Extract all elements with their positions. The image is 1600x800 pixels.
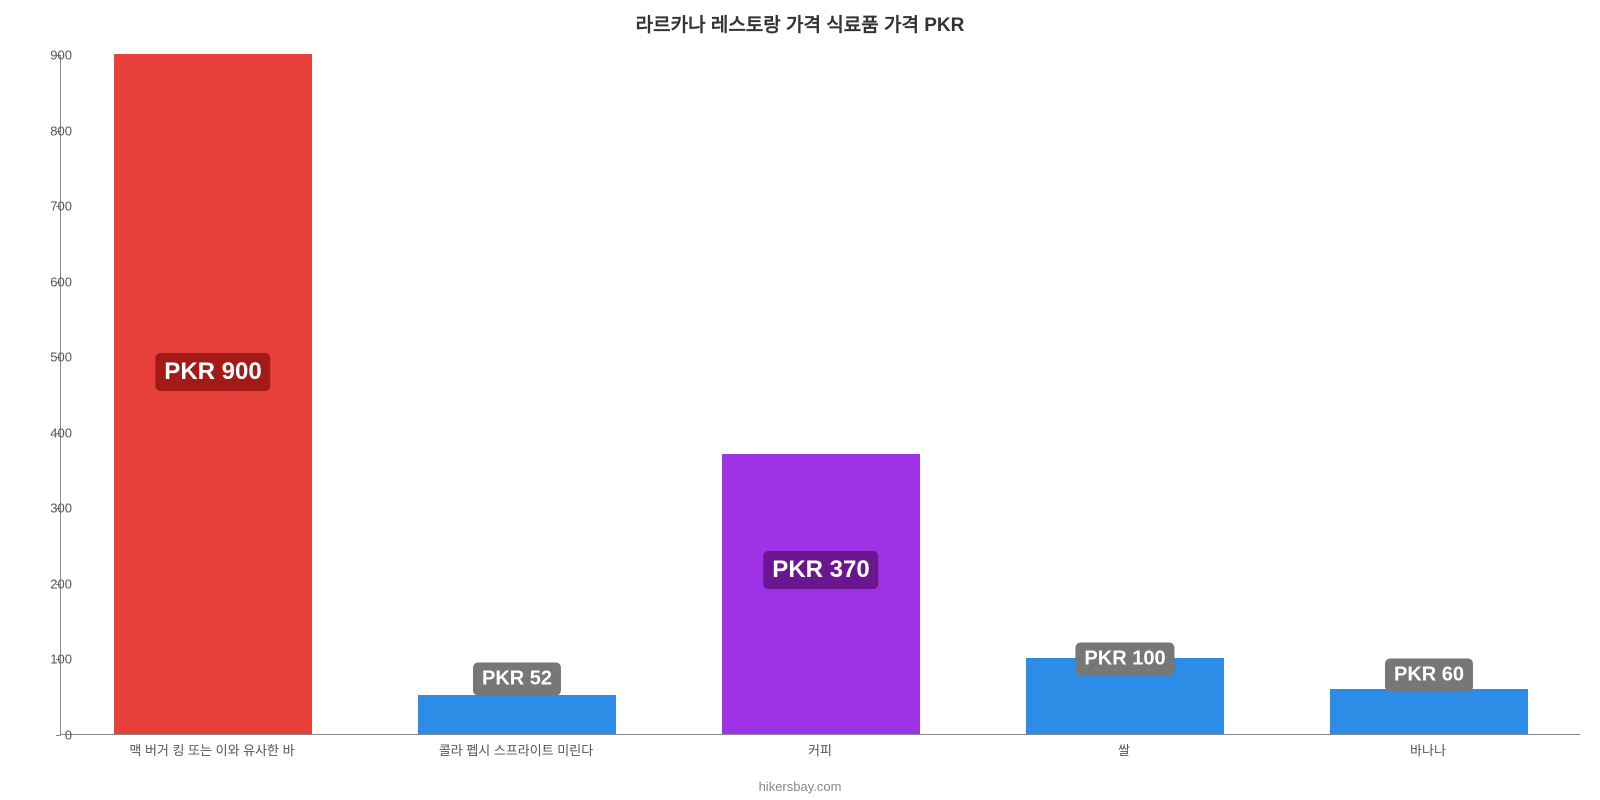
value-badge: PKR 60 xyxy=(1385,658,1473,691)
x-tick-label: 바나나 xyxy=(1410,740,1446,759)
y-tick-label: 200 xyxy=(22,576,72,591)
y-tick-label: 700 xyxy=(22,199,72,214)
y-tick-label: 600 xyxy=(22,274,72,289)
y-tick-label: 400 xyxy=(22,425,72,440)
chart-container: 라르카나 레스토랑 가격 식료품 가격 PKR PKR 900PKR 52PKR… xyxy=(0,0,1600,800)
y-tick-label: 300 xyxy=(22,501,72,516)
bar xyxy=(722,454,920,734)
x-tick-label: 쌀 xyxy=(1118,740,1130,759)
x-tick-label: 맥 버거 킹 또는 이와 유사한 바 xyxy=(129,740,294,759)
y-tick-label: 900 xyxy=(22,48,72,63)
x-tick-label: 콜라 펩시 스프라이트 미린다 xyxy=(439,740,593,759)
value-badge: PKR 900 xyxy=(155,353,270,391)
attribution: hikersbay.com xyxy=(0,779,1600,794)
y-tick-label: 800 xyxy=(22,123,72,138)
value-badge: PKR 52 xyxy=(473,663,561,696)
bar xyxy=(1330,689,1528,734)
x-tick-label: 커피 xyxy=(808,740,832,759)
plot-area: PKR 900 PKR 52 PKR 370 PKR 100 PKR 60 xyxy=(60,55,1580,735)
value-badge: PKR 100 xyxy=(1075,643,1174,676)
bar xyxy=(418,695,616,734)
value-badge: PKR 370 xyxy=(763,551,878,589)
y-tick-label: 500 xyxy=(22,350,72,365)
bar xyxy=(114,54,312,734)
y-tick-label: 100 xyxy=(22,652,72,667)
chart-title: 라르카나 레스토랑 가격 식료품 가격 PKR xyxy=(0,10,1600,37)
y-tick-label: 0 xyxy=(22,728,72,743)
